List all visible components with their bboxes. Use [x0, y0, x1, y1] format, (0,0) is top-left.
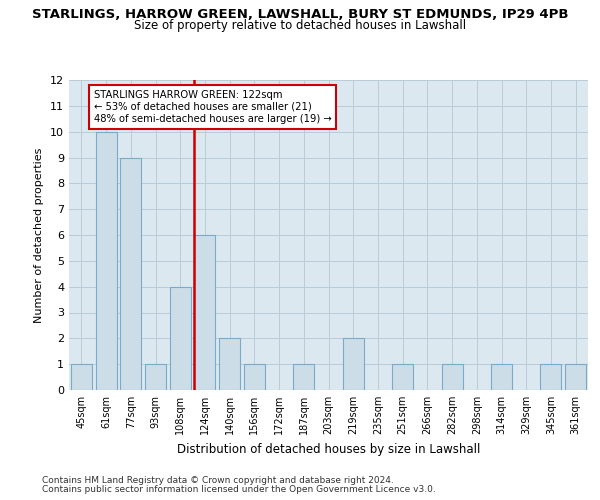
- Bar: [219, 338, 240, 390]
- Bar: [120, 158, 141, 390]
- Bar: [491, 364, 512, 390]
- Bar: [343, 338, 364, 390]
- Bar: [293, 364, 314, 390]
- Y-axis label: Number of detached properties: Number of detached properties: [34, 148, 44, 322]
- Bar: [95, 132, 116, 390]
- Bar: [392, 364, 413, 390]
- Bar: [541, 364, 562, 390]
- Text: Distribution of detached houses by size in Lawshall: Distribution of detached houses by size …: [177, 442, 481, 456]
- Bar: [170, 286, 191, 390]
- Bar: [145, 364, 166, 390]
- Text: Contains HM Land Registry data © Crown copyright and database right 2024.: Contains HM Land Registry data © Crown c…: [42, 476, 394, 485]
- Bar: [194, 235, 215, 390]
- Bar: [565, 364, 586, 390]
- Text: Contains public sector information licensed under the Open Government Licence v3: Contains public sector information licen…: [42, 485, 436, 494]
- Text: Size of property relative to detached houses in Lawshall: Size of property relative to detached ho…: [134, 19, 466, 32]
- Bar: [71, 364, 92, 390]
- Bar: [244, 364, 265, 390]
- Text: STARLINGS, HARROW GREEN, LAWSHALL, BURY ST EDMUNDS, IP29 4PB: STARLINGS, HARROW GREEN, LAWSHALL, BURY …: [32, 8, 568, 20]
- Text: STARLINGS HARROW GREEN: 122sqm
← 53% of detached houses are smaller (21)
48% of : STARLINGS HARROW GREEN: 122sqm ← 53% of …: [94, 90, 331, 124]
- Bar: [442, 364, 463, 390]
